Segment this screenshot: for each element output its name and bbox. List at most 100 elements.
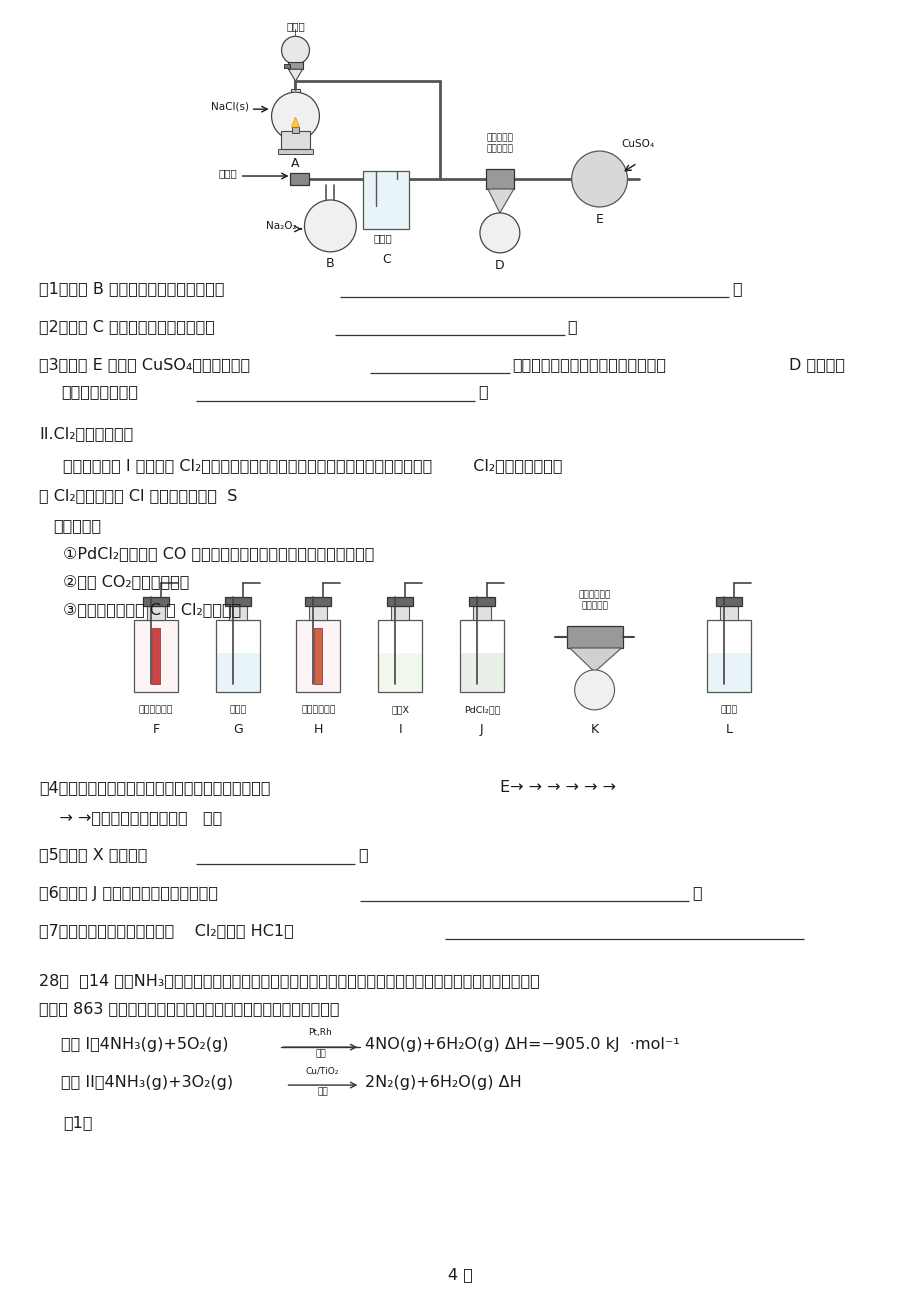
Text: （1）: （1） <box>63 1115 93 1130</box>
Text: F: F <box>153 723 159 736</box>
Polygon shape <box>283 64 289 68</box>
Circle shape <box>480 212 519 253</box>
Text: L: L <box>725 723 732 736</box>
Text: 2N₂(g)+6H₂O(g) ΔH: 2N₂(g)+6H₂O(g) ΔH <box>365 1075 521 1091</box>
Text: 。: 。 <box>567 319 576 334</box>
Text: 。: 。 <box>357 847 368 863</box>
Text: 分散有催化
剂的石棉绒: 分散有催化 剂的石棉绒 <box>486 134 513 152</box>
Polygon shape <box>152 628 160 684</box>
Polygon shape <box>363 171 409 229</box>
Text: 湿润的红纸条: 湿润的红纸条 <box>139 705 173 714</box>
Polygon shape <box>472 606 491 620</box>
Text: 蒸馏水: 蒸馏水 <box>219 168 237 179</box>
Polygon shape <box>305 597 331 606</box>
Text: ①PdCl₂溶液捕获 CO 时，生成金属单质和两种酸性气体化合物；: ①PdCl₂溶液捕获 CO 时，生成金属单质和两种酸性气体化合物； <box>63 546 374 562</box>
Polygon shape <box>215 653 259 692</box>
Circle shape <box>574 670 614 710</box>
Polygon shape <box>224 597 250 606</box>
Text: ；反应开始后，硫酸铜变蓝，则装置: ；反应开始后，硫酸铜变蓝，则装置 <box>511 357 665 371</box>
Polygon shape <box>229 606 246 620</box>
Text: G: G <box>233 723 243 736</box>
Polygon shape <box>280 132 310 149</box>
Text: C: C <box>381 253 391 266</box>
Text: 。: 。 <box>691 886 701 900</box>
Text: ③该实验条件下， C 与 Cl₂不反应。: ③该实验条件下， C 与 Cl₂不反应。 <box>63 602 241 618</box>
Text: 高温: 高温 <box>314 1049 325 1058</box>
Polygon shape <box>291 117 300 128</box>
Text: （4）按气流从左到右的方向，装置连接的合理顺序为: （4）按气流从左到右的方向，装置连接的合理顺序为 <box>40 779 270 795</box>
Text: ②少量 CO₂不干扰实验；: ②少量 CO₂不干扰实验； <box>63 575 189 589</box>
Polygon shape <box>387 597 413 606</box>
Text: E: E <box>595 212 603 225</box>
Text: → →尾气处理（填装置字母   ，）: → →尾气处理（填装置字母 ，） <box>40 809 222 825</box>
Text: 干燥的红纸条: 干燥的红纸条 <box>301 705 335 714</box>
Text: （7）设计实验证明经净化后的    Cl₂中不含 HC1：: （7）设计实验证明经净化后的 Cl₂中不含 HC1： <box>40 924 294 938</box>
Polygon shape <box>720 606 737 620</box>
Text: 的 Cl₂有漂白性、 Cl 的非金属性强于  S: 的 Cl₂有漂白性、 Cl 的非金属性强于 S <box>40 489 237 503</box>
Polygon shape <box>391 606 409 620</box>
Polygon shape <box>296 620 340 692</box>
Text: A: A <box>291 158 300 171</box>
Text: II.Cl₂性质的验证。: II.Cl₂性质的验证。 <box>40 426 133 442</box>
Text: 该小组用实验 I 中制得的 Cl₂和如图所示装置（不能重复使用）依次验证干燥纯净的        Cl₂无漂白性、湿润: 该小组用实验 I 中制得的 Cl₂和如图所示装置（不能重复使用）依次验证干燥纯净… <box>63 459 562 473</box>
Text: （2）装置 C 的作用除干燥气体外还有: （2）装置 C 的作用除干燥气体外还有 <box>40 319 215 334</box>
Text: 查阅资料：: 查阅资料： <box>53 519 101 533</box>
Polygon shape <box>569 648 621 672</box>
Text: 反应 II：4NH₃(g)+3O₂(g): 反应 II：4NH₃(g)+3O₂(g) <box>62 1075 233 1091</box>
Text: （3）装置 E 中盛放 CuSO₄的仪器名称为: （3）装置 E 中盛放 CuSO₄的仪器名称为 <box>40 357 250 371</box>
Text: 浓硫酸: 浓硫酸 <box>373 233 392 242</box>
Polygon shape <box>469 597 494 606</box>
Text: 入国家 863 计划。催化剂常具有较强的选择性，即专一性。已知：: 入国家 863 计划。催化剂常具有较强的选择性，即专一性。已知： <box>40 1001 339 1016</box>
Text: Cu/TiO₂: Cu/TiO₂ <box>305 1066 339 1075</box>
Text: 分散有足量碳
粉的石棉绒: 分散有足量碳 粉的石棉绒 <box>578 590 610 610</box>
Polygon shape <box>309 606 327 620</box>
Text: I: I <box>398 723 402 736</box>
Polygon shape <box>147 606 165 620</box>
Text: D: D <box>494 259 505 272</box>
Polygon shape <box>288 63 303 69</box>
Text: CuSO₄: CuSO₄ <box>621 139 654 149</box>
Text: 。: 。 <box>478 384 487 400</box>
Polygon shape <box>291 128 300 133</box>
Text: Pt,Rh: Pt,Rh <box>308 1028 332 1037</box>
Circle shape <box>571 151 627 207</box>
Circle shape <box>304 199 356 251</box>
Polygon shape <box>142 597 169 606</box>
Polygon shape <box>134 620 177 692</box>
Polygon shape <box>278 149 313 154</box>
Text: 反应 I：4NH₃(g)+5O₂(g): 反应 I：4NH₃(g)+5O₂(g) <box>62 1037 229 1053</box>
Polygon shape <box>289 69 302 81</box>
Text: J: J <box>480 723 483 736</box>
Text: 28．  （14 分）NH₃作为一种重要化工原料，被大量应用于工业生产，与其有关性质反应的催化剂研究曾被列: 28． （14 分）NH₃作为一种重要化工原料，被大量应用于工业生产，与其有关性… <box>40 973 539 988</box>
Polygon shape <box>460 653 504 692</box>
Polygon shape <box>487 189 514 212</box>
Polygon shape <box>566 625 622 648</box>
Text: H: H <box>313 723 323 736</box>
Text: 高温: 高温 <box>317 1087 327 1096</box>
Polygon shape <box>314 628 322 684</box>
Polygon shape <box>716 597 742 606</box>
Text: K: K <box>590 723 598 736</box>
Text: 液硫酸: 液硫酸 <box>720 705 737 714</box>
Text: （6）装置 J 中发生反应的化学方程式为: （6）装置 J 中发生反应的化学方程式为 <box>40 886 218 900</box>
Text: Na₂O₂: Na₂O₂ <box>266 222 296 231</box>
Text: （1）装置 B 中发生反应的化学方程式为: （1）装置 B 中发生反应的化学方程式为 <box>40 280 224 296</box>
Text: （5）试剂 X 的名称为: （5）试剂 X 的名称为 <box>40 847 147 863</box>
Text: B: B <box>325 257 335 270</box>
Text: PdCl₂溶液: PdCl₂溶液 <box>463 705 500 714</box>
Text: 应的化学方程式为: 应的化学方程式为 <box>62 384 138 400</box>
Text: 液硫酸: 液硫酸 <box>229 705 246 714</box>
Text: E→ → → → → →: E→ → → → → → <box>499 779 615 795</box>
Polygon shape <box>485 169 514 189</box>
Text: 试剂X: 试剂X <box>391 705 409 714</box>
Circle shape <box>281 36 309 64</box>
Text: 4NO(g)+6H₂O(g) ΔH=−905.0 kJ  ·mol⁻¹: 4NO(g)+6H₂O(g) ΔH=−905.0 kJ ·mol⁻¹ <box>365 1037 679 1053</box>
Text: D 中发生反: D 中发生反 <box>789 357 844 371</box>
Polygon shape <box>707 653 750 692</box>
Text: NaCl(s): NaCl(s) <box>210 102 248 111</box>
Polygon shape <box>289 173 309 185</box>
Text: 浓硫酸: 浓硫酸 <box>286 21 304 31</box>
Polygon shape <box>290 89 301 99</box>
Text: 4 页: 4 页 <box>447 1267 472 1282</box>
Text: 。: 。 <box>732 280 741 296</box>
